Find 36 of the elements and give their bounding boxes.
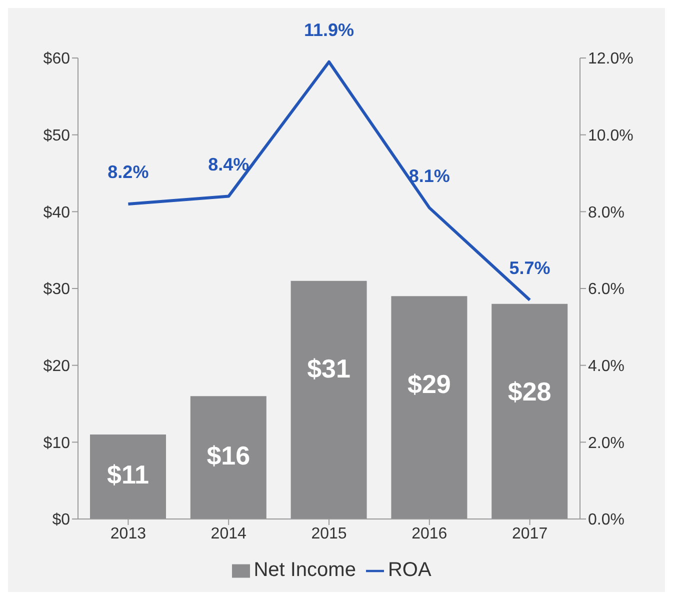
y2-tick-label: 8.0% [588, 204, 624, 222]
bar [90, 434, 166, 519]
y-tick-label: $60 [43, 50, 70, 68]
data-label: 11.9% [304, 20, 354, 40]
data-label: $16 [206, 440, 250, 470]
x-tick-label: 2013 [110, 525, 146, 542]
y-tick-label: $0 [52, 512, 70, 529]
y-tick-label: $10 [43, 434, 70, 452]
x-tick-label: 2016 [412, 525, 448, 542]
y-tick-label: $40 [43, 204, 70, 222]
y2-tick-label: 12.0% [588, 50, 634, 68]
x-tick-label: 2017 [512, 525, 548, 542]
y-tick-label: $20 [43, 358, 70, 376]
data-label: 8.2% [108, 162, 149, 182]
data-label: $31 [307, 354, 350, 384]
y2-tick-label: 10.0% [588, 128, 634, 145]
bar [290, 280, 367, 519]
legend-label: ROA [388, 559, 432, 581]
y-tick-label: $30 [43, 281, 70, 298]
bar [391, 296, 468, 519]
data-label: 8.4% [208, 154, 250, 174]
bar [190, 396, 266, 519]
data-label: $28 [508, 376, 552, 407]
data-label: $11 [107, 460, 149, 490]
x-tick-label: 2015 [311, 525, 347, 542]
data-label: 5.7% [509, 258, 550, 278]
legend-label: Net Income [254, 559, 356, 581]
y-tick-label: $50 [43, 128, 70, 145]
bar [492, 304, 568, 519]
x-tick-label: 2014 [210, 525, 246, 542]
y2-tick-label: 2.0% [588, 434, 624, 452]
data-label: $29 [408, 369, 451, 400]
y2-tick-label: 0.0% [588, 512, 624, 529]
data-label: 8.1% [408, 166, 450, 186]
y2-tick-label: 6.0% [588, 281, 624, 298]
y2-tick-label: 4.0% [588, 358, 624, 376]
